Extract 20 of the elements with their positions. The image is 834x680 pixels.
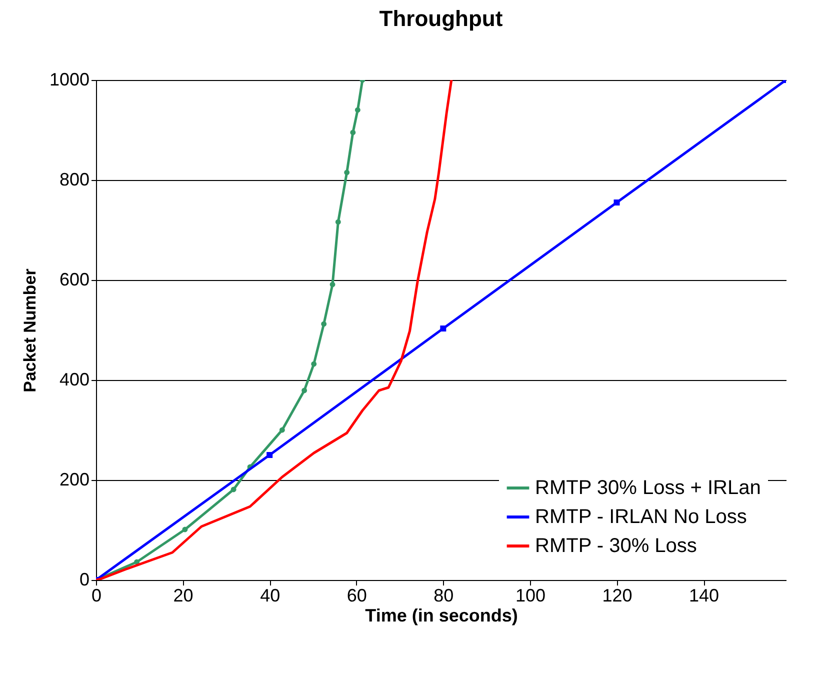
y-tick-label: 1000 xyxy=(49,70,90,90)
x-tick-label: 40 xyxy=(260,586,280,606)
x-tick-label: 0 xyxy=(91,586,102,606)
y-tick-label: 200 xyxy=(59,470,90,490)
legend-label: RMTP - 30% Loss xyxy=(535,535,697,557)
chart-title: Throughput xyxy=(379,6,504,31)
y-tick-label: 0 xyxy=(79,570,90,590)
y-tick-label: 400 xyxy=(59,370,90,390)
x-tick-label: 120 xyxy=(602,586,632,606)
legend-label: RMTP - IRLAN No Loss xyxy=(535,506,747,528)
y-tick-label: 600 xyxy=(59,270,90,290)
y-tick-label: 800 xyxy=(59,170,90,190)
x-tick-label: 80 xyxy=(434,586,454,606)
x-tick-label: 100 xyxy=(515,586,546,606)
legend-label: RMTP 30% Loss + IRLan xyxy=(535,477,761,499)
x-tick-label: 20 xyxy=(173,586,194,606)
x-axis-title: Time (in seconds) xyxy=(365,606,518,626)
x-tick-label: 60 xyxy=(346,586,367,606)
x-tick-label: 140 xyxy=(689,586,720,606)
y-axis-title: Packet Number xyxy=(20,268,40,392)
